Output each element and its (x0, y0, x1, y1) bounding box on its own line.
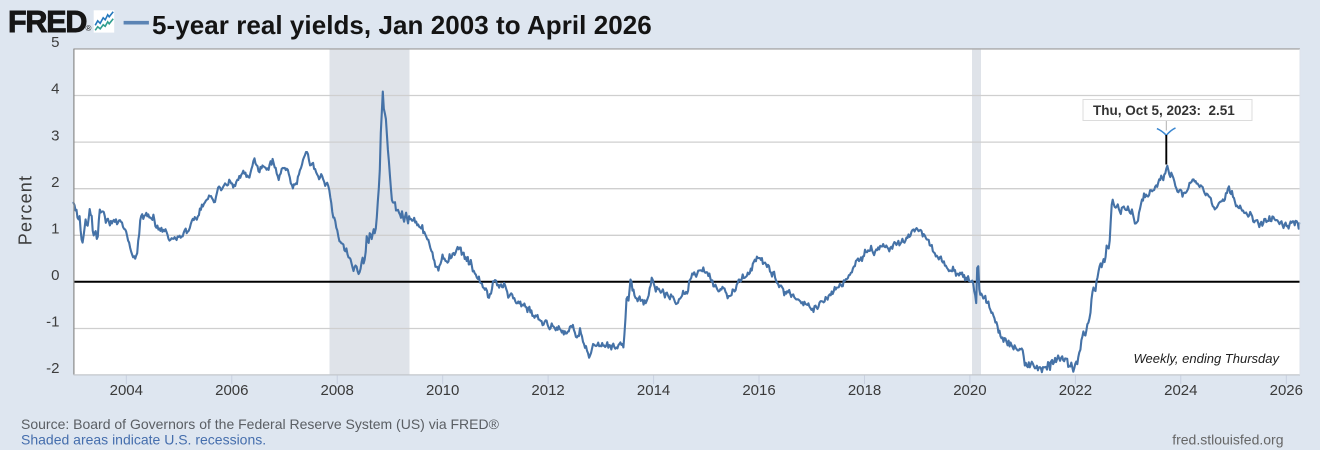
svg-text:2020: 2020 (953, 382, 986, 399)
svg-text:2006: 2006 (215, 382, 248, 399)
svg-text:2024: 2024 (1164, 382, 1197, 399)
svg-text:2026: 2026 (1270, 382, 1303, 399)
svg-text:2010: 2010 (426, 382, 459, 399)
svg-text:Percent: Percent (16, 175, 36, 245)
svg-text:Shaded areas indicate U.S. rec: Shaded areas indicate U.S. recessions. (21, 432, 266, 448)
svg-text:fred.stlouisfed.org: fred.stlouisfed.org (1172, 432, 1283, 448)
svg-text:2008: 2008 (321, 382, 354, 399)
svg-text:-2: -2 (46, 360, 59, 377)
svg-text:2012: 2012 (531, 382, 564, 399)
svg-text:2: 2 (51, 174, 59, 191)
svg-text:3: 3 (51, 127, 59, 144)
svg-text:2022: 2022 (1059, 382, 1092, 399)
svg-text:FRED: FRED (8, 5, 86, 39)
svg-text:4: 4 (51, 81, 59, 98)
svg-text:-1: -1 (46, 314, 59, 331)
svg-text:Weekly, ending Thursday: Weekly, ending Thursday (1134, 351, 1281, 366)
svg-text:5: 5 (51, 34, 59, 51)
svg-text:2014: 2014 (637, 382, 670, 399)
svg-text:2018: 2018 (848, 382, 881, 399)
svg-text:Source: Board of Governors of: Source: Board of Governors of the Federa… (21, 416, 500, 432)
svg-text:1: 1 (51, 220, 59, 237)
svg-text:2016: 2016 (742, 382, 775, 399)
svg-text:0: 0 (51, 267, 59, 284)
svg-text:2004: 2004 (110, 382, 143, 399)
svg-text:5-year real yields, Jan 2003 t: 5-year real yields, Jan 2003 to April 20… (152, 10, 652, 40)
svg-text:®: ® (86, 24, 92, 33)
svg-text:Thu, Oct 5, 2023: 2.51: Thu, Oct 5, 2023: 2.51 (1093, 103, 1235, 118)
